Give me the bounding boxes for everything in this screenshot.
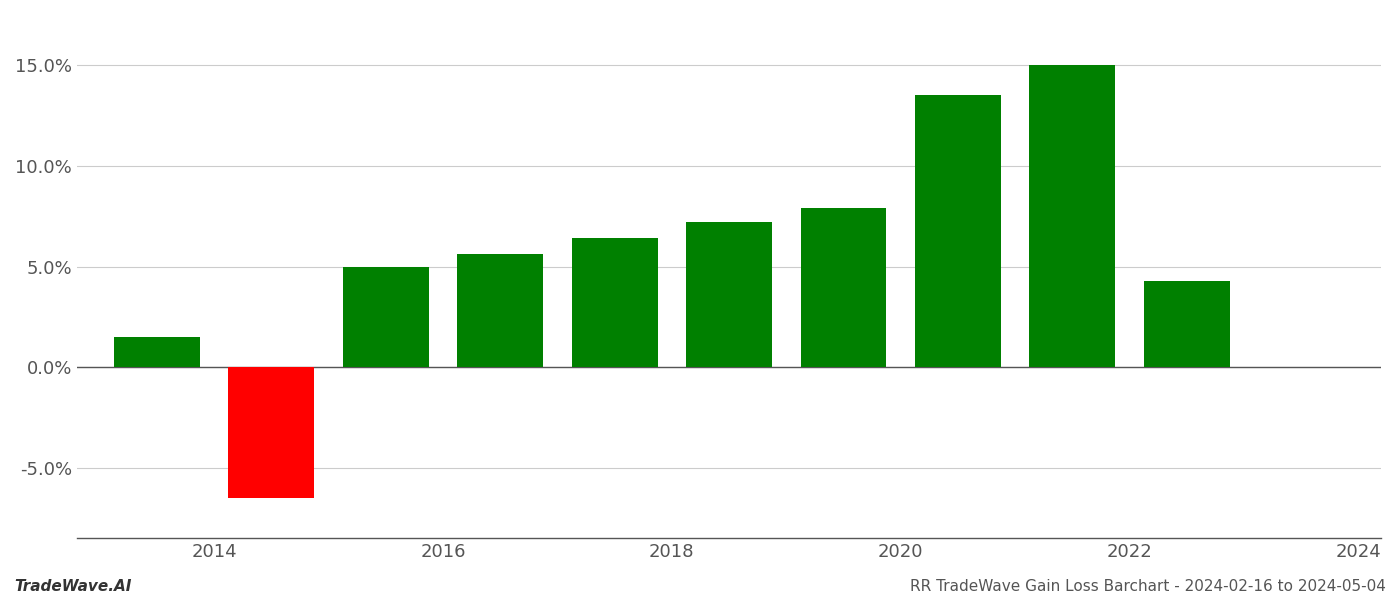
Bar <box>1029 65 1116 367</box>
Bar <box>571 238 658 367</box>
Bar <box>686 222 771 367</box>
Bar <box>113 337 200 367</box>
Text: TradeWave.AI: TradeWave.AI <box>14 579 132 594</box>
Bar <box>228 367 314 498</box>
Bar <box>343 266 428 367</box>
Bar <box>801 208 886 367</box>
Bar <box>916 95 1001 367</box>
Text: RR TradeWave Gain Loss Barchart - 2024-02-16 to 2024-05-04: RR TradeWave Gain Loss Barchart - 2024-0… <box>910 579 1386 594</box>
Bar <box>1144 281 1229 367</box>
Bar <box>458 254 543 367</box>
